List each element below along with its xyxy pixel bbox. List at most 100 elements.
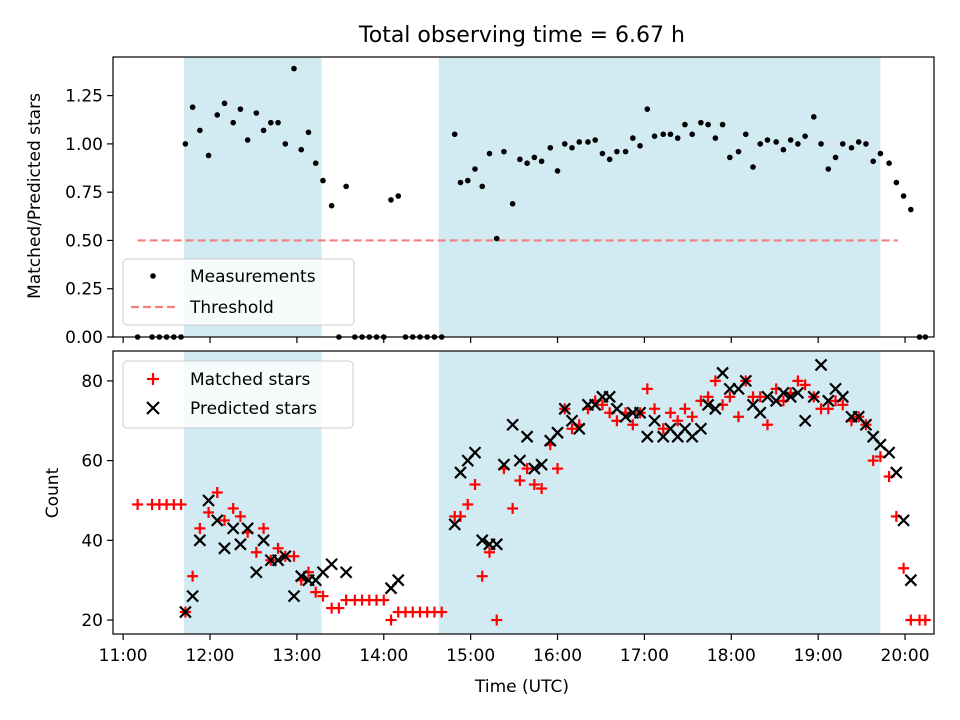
matched-star-point <box>627 419 639 431</box>
measurement-point <box>825 166 832 172</box>
measurement-point <box>630 135 636 141</box>
measurement-point <box>464 177 471 184</box>
measurement-point <box>214 112 221 118</box>
matched-star-point <box>709 375 721 387</box>
predicted-star-point <box>716 366 729 380</box>
legend-bottom: Matched stars Predicted stars <box>122 360 354 429</box>
matched-star-point <box>919 614 931 626</box>
measurement-point <box>900 193 907 199</box>
predicted-star-point <box>761 390 774 404</box>
predicted-star-point <box>822 394 835 408</box>
measurement-point <box>667 131 674 138</box>
predicted-star-point <box>890 466 903 479</box>
predicted-star-point <box>882 446 896 459</box>
measurement-point <box>275 119 281 126</box>
measurement-point <box>493 235 500 242</box>
legend-label-matched: Matched stars <box>190 370 310 390</box>
predicted-star-point <box>897 514 910 527</box>
measurement-point <box>870 158 876 165</box>
measurement-point <box>388 197 394 203</box>
matched-star-point <box>378 594 390 606</box>
matched-star-point <box>250 546 262 558</box>
predicted-star-point <box>241 522 254 535</box>
measurement-point <box>585 139 591 145</box>
matched-star-point <box>258 522 270 534</box>
matched-star-point <box>822 403 834 415</box>
predicted-star-point <box>648 414 661 428</box>
measurement-point <box>524 160 530 167</box>
x-tick-label: 15:00 <box>446 646 495 666</box>
legend-marker-measurements <box>150 273 156 279</box>
x-axis-ticks-top <box>122 337 906 343</box>
y-tick-label: 0.50 <box>65 231 103 251</box>
measurement-point <box>509 200 516 207</box>
measurement-point <box>848 144 855 151</box>
predicted-star-point <box>739 374 753 388</box>
matched-star-point <box>672 415 684 427</box>
predicted-star-point <box>753 406 767 420</box>
y-axis-ticks-bottom: 20 40 60 80 <box>81 372 113 631</box>
chart-title: Total observing time = 6.67 h <box>358 23 685 48</box>
measurement-point <box>622 148 629 155</box>
measurement-point <box>451 131 458 138</box>
predicted-star-point <box>279 549 292 563</box>
y-tick-label: 1.00 <box>65 135 103 155</box>
measurement-point <box>328 202 335 209</box>
predicted-star-point <box>701 398 715 412</box>
y-tick-label: 40 <box>81 531 103 551</box>
measurement-point <box>773 139 779 145</box>
measurement-point <box>712 135 719 141</box>
shaded-span-2 <box>438 351 881 634</box>
panel-ratio: Total observing time = 6.67 h 0.000.250.… <box>25 23 935 348</box>
shaded-span-2 <box>438 57 881 337</box>
matched-star-point <box>469 479 481 491</box>
matched-star-point <box>288 550 300 562</box>
measurement-point <box>855 139 862 145</box>
measurement-point <box>698 119 704 126</box>
measurement-point <box>282 141 289 147</box>
predicted-star-point <box>709 402 722 416</box>
matched-star-point <box>187 570 199 582</box>
measurement-point <box>501 148 507 155</box>
y-tick-label: 0.75 <box>65 183 103 203</box>
predicted-star-point <box>603 390 616 404</box>
predicted-star-point <box>490 538 503 551</box>
predicted-star-point <box>454 466 467 479</box>
legend-box <box>122 360 354 429</box>
predicted-star-point <box>339 565 353 579</box>
matched-star-point <box>333 602 345 614</box>
measurement-point <box>244 137 251 143</box>
measurement-point <box>531 154 538 161</box>
matched-star-point <box>310 586 322 598</box>
legend-label-threshold: Threshold <box>189 298 274 318</box>
x-tick-label: 17:00 <box>620 646 669 666</box>
x-tick-label: 16:00 <box>533 646 582 666</box>
x-tick-label: 18:00 <box>707 646 756 666</box>
measurement-point <box>343 183 349 190</box>
matched-star-point <box>385 614 397 626</box>
x-axis-label: Time (UTC) <box>474 677 569 697</box>
legend-label-predicted: Predicted stars <box>190 399 317 419</box>
measurement-point <box>592 137 598 143</box>
count-points <box>132 358 931 626</box>
measurement-point <box>750 164 756 170</box>
measurement-point <box>576 139 583 145</box>
predicted-star-point <box>814 358 828 372</box>
measurement-point <box>479 183 486 190</box>
predicted-star-point <box>784 390 797 404</box>
predicted-star-point <box>234 538 247 551</box>
matched-star-point <box>272 542 284 554</box>
predicted-star-point <box>257 534 270 547</box>
matched-star-point <box>649 403 661 415</box>
measurement-point <box>719 121 726 128</box>
predicted-star-point <box>572 422 586 436</box>
matched-star-point <box>754 391 766 403</box>
measurement-point <box>472 166 478 172</box>
matched-star-point <box>175 498 187 510</box>
measurement-point <box>197 127 203 134</box>
measurement-point <box>291 65 297 72</box>
matched-star-point <box>552 463 564 475</box>
predicted-star-point <box>551 426 564 439</box>
predicted-star-point <box>798 414 812 428</box>
